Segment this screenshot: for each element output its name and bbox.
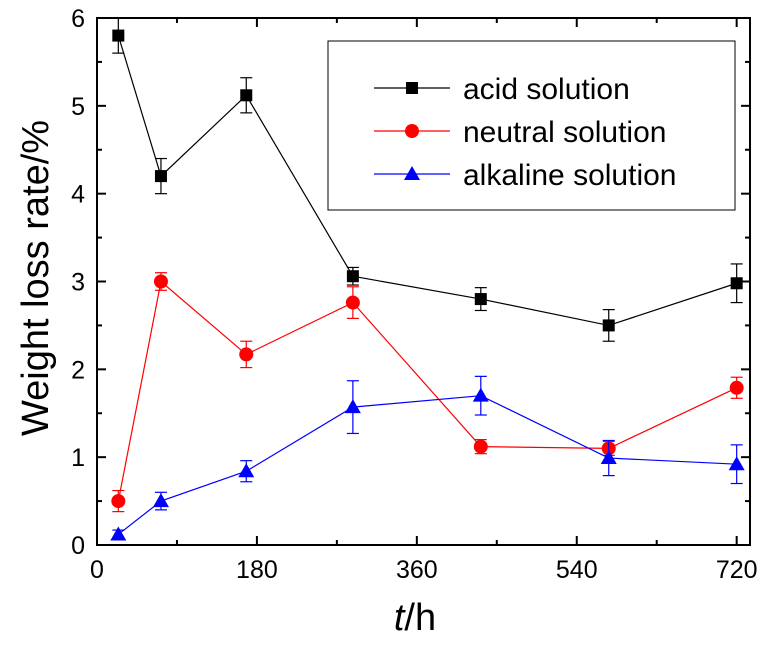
- data-point: [474, 293, 487, 306]
- data-point: [239, 347, 254, 362]
- x-axis-title-variable: t: [394, 597, 406, 639]
- data-point: [152, 493, 169, 508]
- data-point: [729, 380, 744, 395]
- x-tick-label: 0: [90, 556, 104, 584]
- data-point: [240, 89, 253, 102]
- x-axis-title: t/h: [394, 597, 436, 639]
- y-tick-label: 6: [71, 5, 85, 33]
- data-point: [728, 456, 745, 471]
- series-triangle: [110, 375, 745, 541]
- series-layer: [110, 17, 745, 541]
- x-tick-label: 180: [236, 556, 278, 584]
- axis-ticks: 0 180 360 540 720 0 1 2 3 4 5 6: [71, 5, 757, 584]
- x-tick-label: 720: [716, 556, 758, 584]
- data-point: [153, 274, 168, 289]
- legend-marker: [404, 166, 420, 180]
- data-point: [238, 463, 255, 478]
- data-point: [473, 439, 488, 454]
- data-point: [730, 277, 743, 290]
- series-line: [117, 395, 737, 535]
- data-point: [472, 387, 489, 402]
- y-tick-label: 2: [71, 356, 85, 384]
- data-point: [345, 295, 360, 310]
- legend-marker: [405, 124, 419, 138]
- legend: acid solution neutral solution alkaline so…: [327, 40, 736, 211]
- legend-label: alkaline solution: [463, 159, 676, 192]
- x-tick-label: 360: [396, 556, 438, 584]
- data-point: [346, 270, 359, 283]
- data-point: [112, 29, 125, 42]
- y-axis-title: Weight loss rate/%: [15, 120, 57, 436]
- legend-label: acid solution: [463, 73, 630, 106]
- y-tick-label: 1: [71, 444, 85, 472]
- y-tick-label: 4: [71, 181, 85, 209]
- x-axis-title-unit: /h: [404, 597, 436, 639]
- legend-box: [327, 40, 736, 211]
- data-point: [110, 526, 127, 541]
- data-point: [602, 319, 615, 332]
- y-tick-label: 0: [71, 532, 85, 560]
- data-point: [154, 170, 167, 183]
- legend-marker: [406, 82, 418, 94]
- x-tick-label: 540: [556, 556, 598, 584]
- data-point: [600, 450, 617, 465]
- data-point: [344, 399, 361, 414]
- y-tick-label: 5: [71, 93, 85, 121]
- data-point: [111, 494, 126, 509]
- legend-label: neutral solution: [463, 116, 666, 149]
- series-square: [112, 17, 743, 342]
- y-tick-label: 3: [71, 269, 85, 297]
- series-circle: [111, 272, 744, 513]
